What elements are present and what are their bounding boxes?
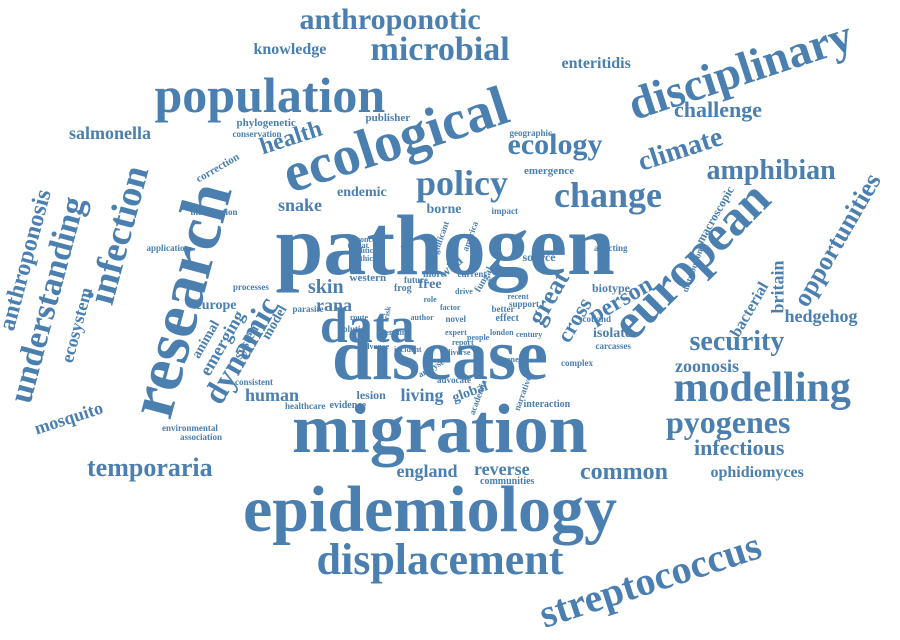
word-role: role — [423, 295, 437, 304]
word-advocate: advocate — [437, 374, 471, 385]
word-solution: solution — [339, 323, 371, 334]
word-route: route — [350, 313, 369, 322]
word-author: author — [410, 313, 434, 322]
word-affecting: affecting — [594, 242, 628, 253]
word-consistent: consistent — [235, 376, 273, 387]
word-temporaria: temporaria — [87, 453, 213, 482]
word-enteritidis: enteritidis — [561, 55, 631, 72]
word-isolate: isolate — [593, 326, 632, 341]
word-frog: frog — [394, 283, 412, 294]
word-opportunities: opportunities — [786, 168, 887, 312]
word-healthcare: healthcare — [285, 400, 326, 411]
word-challenge: challenge — [674, 97, 762, 122]
word-people: people — [467, 333, 490, 342]
word-drive: drive — [455, 287, 473, 296]
word-complex: complex — [561, 357, 593, 368]
word-carcasses: carcasses — [595, 340, 631, 351]
word-ophidiomyces: ophidiomyces — [710, 464, 804, 481]
word-geographic: geographic — [509, 127, 553, 138]
word-parasite: parasite — [292, 303, 324, 314]
word-genetic: genetic — [503, 355, 527, 364]
word-skin: skin — [308, 276, 344, 298]
word-western: western — [349, 271, 387, 284]
word-europe: europe — [195, 298, 237, 313]
word-infectious: infectious — [694, 435, 785, 460]
word-expert: expert — [445, 328, 467, 337]
word-hedgehog: hedgehog — [784, 306, 858, 326]
word-evidence: evidence — [329, 400, 367, 411]
word-emergence: emergence — [524, 164, 575, 177]
word-disease: disease — [332, 315, 548, 395]
word-risk: risk — [381, 305, 393, 321]
word-pyogenes: pyogenes — [666, 404, 791, 440]
word-biotype: biotype — [592, 281, 631, 295]
word-report: report — [452, 338, 474, 347]
word-salmonella: salmonella — [69, 123, 152, 143]
word-diverse: diverse — [446, 348, 471, 357]
word-snake: snake — [278, 195, 323, 215]
word-more: more — [423, 269, 446, 280]
word-support: support — [509, 298, 540, 309]
word-threat: threat — [347, 241, 369, 250]
word-knowledge: knowledge — [253, 41, 327, 58]
word-intervention: intervention — [190, 206, 238, 217]
word-change: change — [554, 175, 662, 215]
word-migration: migration — [292, 391, 588, 468]
word-ethical: ethical — [356, 254, 380, 263]
word-interaction: interaction — [523, 399, 571, 410]
word-correction: correction — [193, 150, 242, 185]
word-publisher: publisher — [365, 111, 411, 124]
word-effect: effect — [495, 313, 519, 324]
word-reverse: reverse — [474, 459, 530, 479]
word-anthroponotic: anthroponotic — [299, 3, 481, 36]
word-population: population — [154, 67, 386, 123]
word-century: century — [516, 330, 543, 339]
word-mosquito: mosquito — [31, 397, 105, 439]
word-zoonosis: zoonosis — [675, 356, 740, 376]
word-environmental: environmental — [162, 422, 218, 433]
word-borne: borne — [426, 202, 462, 217]
word-common: common — [580, 459, 668, 485]
word-better: better — [491, 303, 515, 314]
word-policy: policy — [416, 163, 509, 203]
word-recent: recent — [507, 292, 529, 301]
word-future: future — [404, 274, 428, 285]
word-ecology: ecology — [507, 128, 603, 161]
word-london: london — [490, 328, 514, 337]
word-epidemiology: epidemiology — [243, 473, 617, 546]
word-source: source — [522, 250, 556, 264]
word-modelling: modelling — [673, 365, 851, 411]
word-amphibian: amphibian — [706, 155, 836, 186]
word-application: application — [146, 242, 190, 253]
word-remain: remain — [382, 328, 407, 337]
word-communities: communities — [480, 476, 535, 487]
word-displacement: displacement — [316, 535, 564, 584]
word-england: england — [396, 461, 458, 481]
word-microbial: microbial — [370, 31, 510, 68]
word-living: living — [400, 385, 444, 405]
word-rana: rana — [316, 295, 352, 315]
word-factor: factor — [440, 303, 461, 312]
word-association: association — [180, 431, 223, 442]
word-scotland: scotland — [579, 313, 612, 324]
word-impact: impact — [491, 205, 519, 216]
word-endemic: endemic — [337, 185, 387, 200]
word-phylogenetic: phylogenetic — [236, 116, 296, 129]
word-conservation: conservation — [232, 128, 282, 139]
word-security: security — [689, 326, 785, 357]
word-novel: novel — [445, 313, 467, 324]
word-concern: concern — [356, 235, 384, 244]
word-current: current — [457, 268, 487, 279]
word-lesion: lesion — [356, 388, 386, 402]
word-processes: processes — [233, 281, 269, 292]
word-political: political — [352, 246, 380, 255]
word-data: data — [320, 297, 415, 353]
word-incident: incident — [394, 345, 422, 354]
word-advance: advance — [361, 342, 389, 351]
word-pathogen: pathogen — [275, 197, 615, 293]
word-human: human — [245, 385, 300, 405]
word-free: free — [418, 277, 442, 292]
word-infection: infection — [79, 161, 157, 309]
